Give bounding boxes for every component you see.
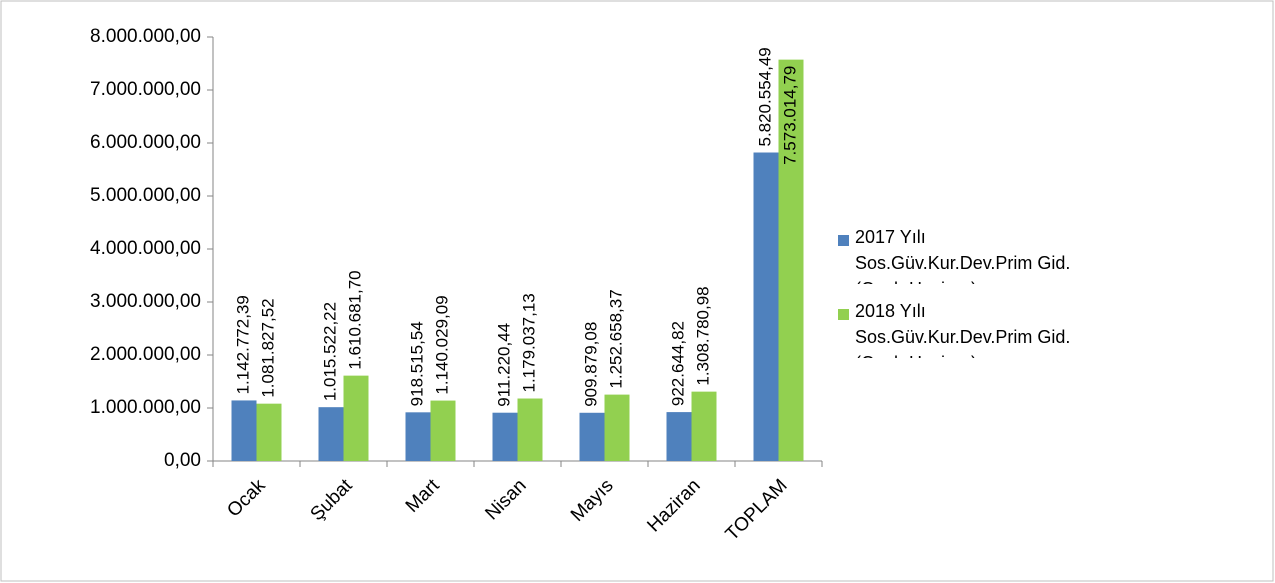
value-label: 7.573.014,79 [780,66,799,165]
value-label: 1.252.658,37 [606,289,625,388]
legend-swatch [838,309,849,320]
bar [430,400,456,461]
value-label: 918.515,54 [407,321,426,406]
legend-label: 2018 Yılı Sos.Güv.Kur.Dev.Prim Gid.(Ocak… [855,301,1071,358]
bar [405,412,431,461]
value-label: 909.879,08 [581,322,600,407]
y-tick-label: 0,00 [164,450,201,471]
bar [318,407,344,461]
y-tick-label: 7.000.000,00 [90,79,201,100]
y-tick-label: 5.000.000,00 [90,185,201,206]
bar [231,400,257,461]
bar [691,391,717,461]
value-label: 1.610.681,70 [345,270,364,369]
value-label: 1.179.037,13 [519,293,538,392]
bar [492,412,518,461]
y-tick-label: 1.000.000,00 [90,397,201,418]
bar [778,59,804,461]
y-tick-label: 3.000.000,00 [90,291,201,312]
bar [753,152,779,461]
legend-label: 2017 Yılı Sos.Güv.Kur.Dev.Prim Gid.(Ocak… [855,227,1071,284]
bar [666,412,692,461]
bar [256,403,282,461]
value-label: 911.220,44 [494,323,513,407]
value-label: 1.015.522,22 [320,302,339,401]
y-tick-label: 2.000.000,00 [90,344,201,365]
bar [579,412,605,461]
legend-swatch [838,235,849,246]
value-label: 1.081.827,52 [258,298,277,397]
value-label: 1.140.029,09 [432,295,451,394]
value-label: 1.308.780,98 [693,286,712,385]
y-tick-label: 8.000.000,00 [90,26,201,47]
legend-entry: 2018 Yılı Sos.Güv.Kur.Dev.Prim Gid.(Ocak… [855,301,1071,358]
bar [517,398,543,461]
value-label: 1.142.772,39 [233,295,252,394]
value-label: 922.644,82 [668,321,687,406]
bar [343,375,369,461]
y-tick-label: 6.000.000,00 [90,132,201,153]
y-tick-label: 4.000.000,00 [90,238,201,259]
bar [604,394,630,461]
value-label: 5.820.554,49 [755,47,774,146]
legend-entry: 2017 Yılı Sos.Güv.Kur.Dev.Prim Gid.(Ocak… [855,227,1071,284]
